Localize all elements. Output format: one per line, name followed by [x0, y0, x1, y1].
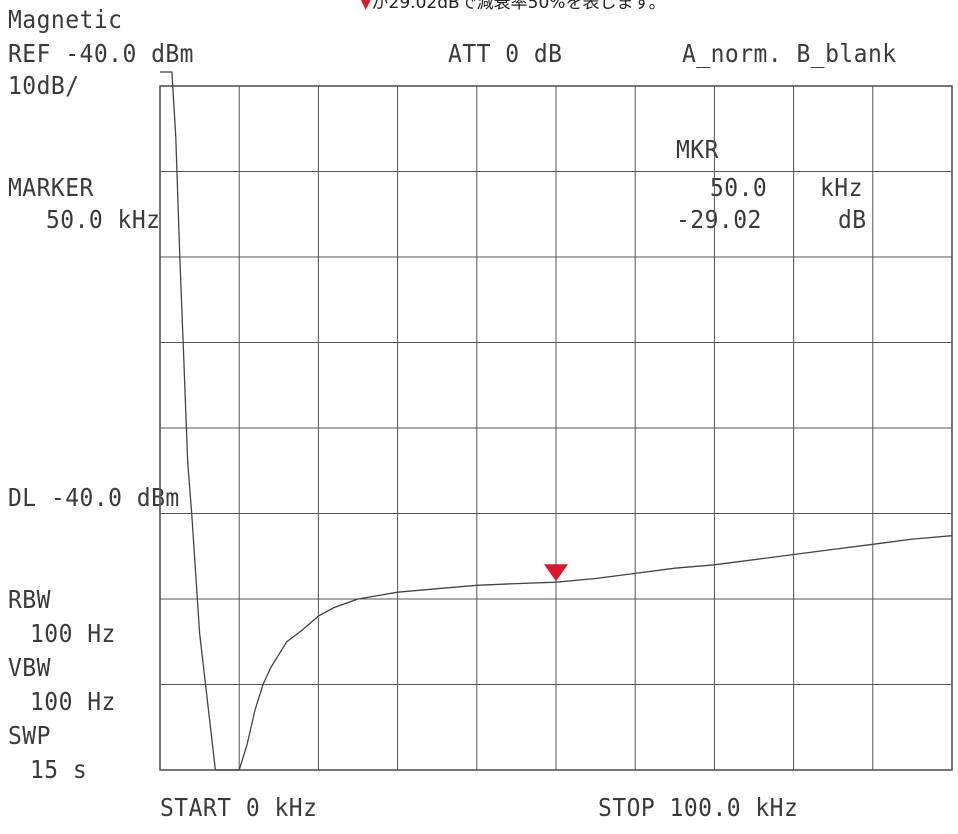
marker-layer	[544, 564, 568, 582]
mkr-frequency-unit: kHz	[820, 173, 863, 202]
vbw-value: 100 Hz	[30, 687, 116, 716]
start-frequency-label: START 0 kHz	[160, 793, 318, 822]
marker-frequency: 50.0 kHz	[46, 205, 161, 234]
display-line-label: DL -40.0 dBm	[8, 483, 180, 512]
mkr-level-value: -29.02	[676, 205, 762, 234]
spectrum-trace	[160, 71, 953, 771]
attenuation-label: ATT 0 dB	[448, 39, 563, 68]
marker-title: MARKER	[8, 173, 94, 202]
marker-note-text: が29.02dBで減衰率50%を表します。	[371, 0, 666, 13]
plot-grid	[159, 85, 953, 771]
mode-label: Magnetic	[8, 5, 123, 34]
rbw-value: 100 Hz	[30, 619, 116, 648]
rbw-label: RBW	[8, 585, 51, 614]
mkr-frequency-value: 50.0	[710, 173, 768, 202]
stop-frequency-label: STOP 100.0 kHz	[598, 793, 799, 822]
mkr-level-unit: dB	[838, 205, 867, 234]
sweep-label: SWP	[8, 721, 51, 750]
trace-layer	[160, 71, 953, 771]
scale-label: 10dB/	[8, 71, 80, 100]
trace-mode-label: A_norm. B_blank	[682, 39, 897, 68]
mkr-label: MKR	[676, 135, 719, 164]
marker-note: ▼が29.02dBで減衰率50%を表します。	[360, 0, 666, 13]
sweep-value: 15 s	[30, 755, 88, 784]
vbw-label: VBW	[8, 653, 51, 682]
marker-triangle	[544, 564, 568, 582]
marker-triangle-icon: ▼	[360, 0, 372, 12]
ref-level-label: REF -40.0 dBm	[8, 39, 194, 68]
